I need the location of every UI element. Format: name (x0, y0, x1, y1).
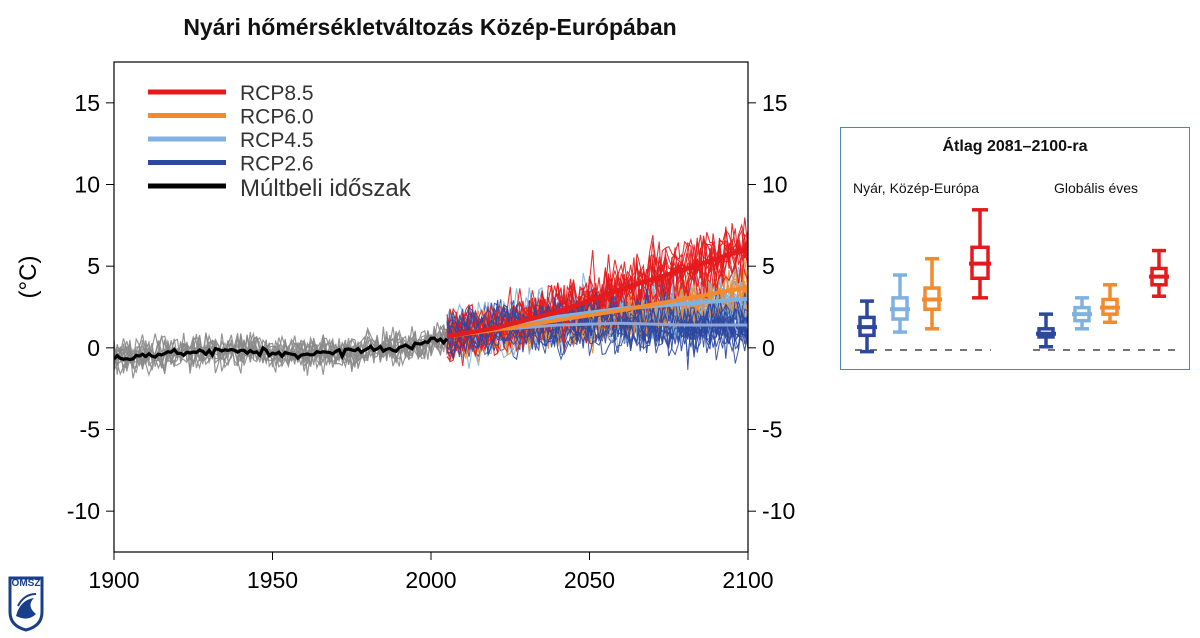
y-tick-label-right: -10 (762, 498, 795, 524)
mean-line-rcp85 (446, 246, 748, 339)
y-tick-label-right: -5 (762, 417, 782, 443)
logo-emblem (8, 576, 44, 632)
ensemble-members (114, 217, 748, 379)
y-tick-label-left: 5 (87, 253, 100, 279)
inset-group-label-global: Globális éves (1054, 180, 1139, 196)
chart-title: Nyári hőmérsékletváltozás Közép-Európába… (183, 14, 677, 40)
y-axis-label: (°C) (15, 256, 42, 299)
y-tick-label-right: 5 (762, 253, 775, 279)
historical-mean-line (114, 336, 449, 362)
logo-text: OMSZ (11, 578, 41, 589)
y-tick-label-left: 10 (74, 172, 100, 198)
x-tick-label: 2100 (722, 567, 773, 593)
legend-label: RCP4.5 (240, 129, 314, 152)
legend-label: RCP2.6 (240, 153, 314, 176)
inset-chart (855, 208, 1176, 354)
member-line-rcp26 (446, 305, 748, 359)
y-tick-label-left: 15 (74, 90, 100, 116)
y-tick-label-left: -10 (67, 498, 100, 524)
inset-title: Átlag 2081–2100-ra (942, 138, 1088, 155)
y-tick-label-right: 0 (762, 335, 775, 361)
legend-label: Múltbeli időszak (240, 175, 412, 202)
x-tick-label: 2050 (564, 567, 615, 593)
member-line-rcp26 (446, 307, 748, 370)
x-tick-label: 2000 (405, 567, 456, 593)
x-tick-label: 1950 (247, 567, 298, 593)
x-tick-label: 1900 (88, 567, 139, 593)
omsz-logo: OMSZ (6, 576, 46, 632)
y-tick-label-right: 15 (762, 90, 788, 116)
ensemble-means (114, 246, 748, 362)
main-chart: 15 15 10 10 5 5 0 0 -5 -5 -10 -10 1900 1950 2000 2050 21… (15, 61, 795, 593)
legend-label: RCP8.5 (240, 82, 314, 105)
legend-label: RCP6.0 (240, 106, 314, 129)
y-tick-label-left: 0 (87, 335, 100, 361)
inset-panel: Átlag 2081–2100-ra Nyár, Közép-Európa Gl… (840, 127, 1190, 370)
y-tick-label-right: 10 (762, 172, 788, 198)
member-line-rcp26 (446, 299, 748, 349)
y-tick-label-left: -5 (80, 417, 100, 443)
inset-group-label-europe: Nyár, Közép-Európa (853, 180, 980, 196)
historical-member-line (114, 330, 448, 370)
